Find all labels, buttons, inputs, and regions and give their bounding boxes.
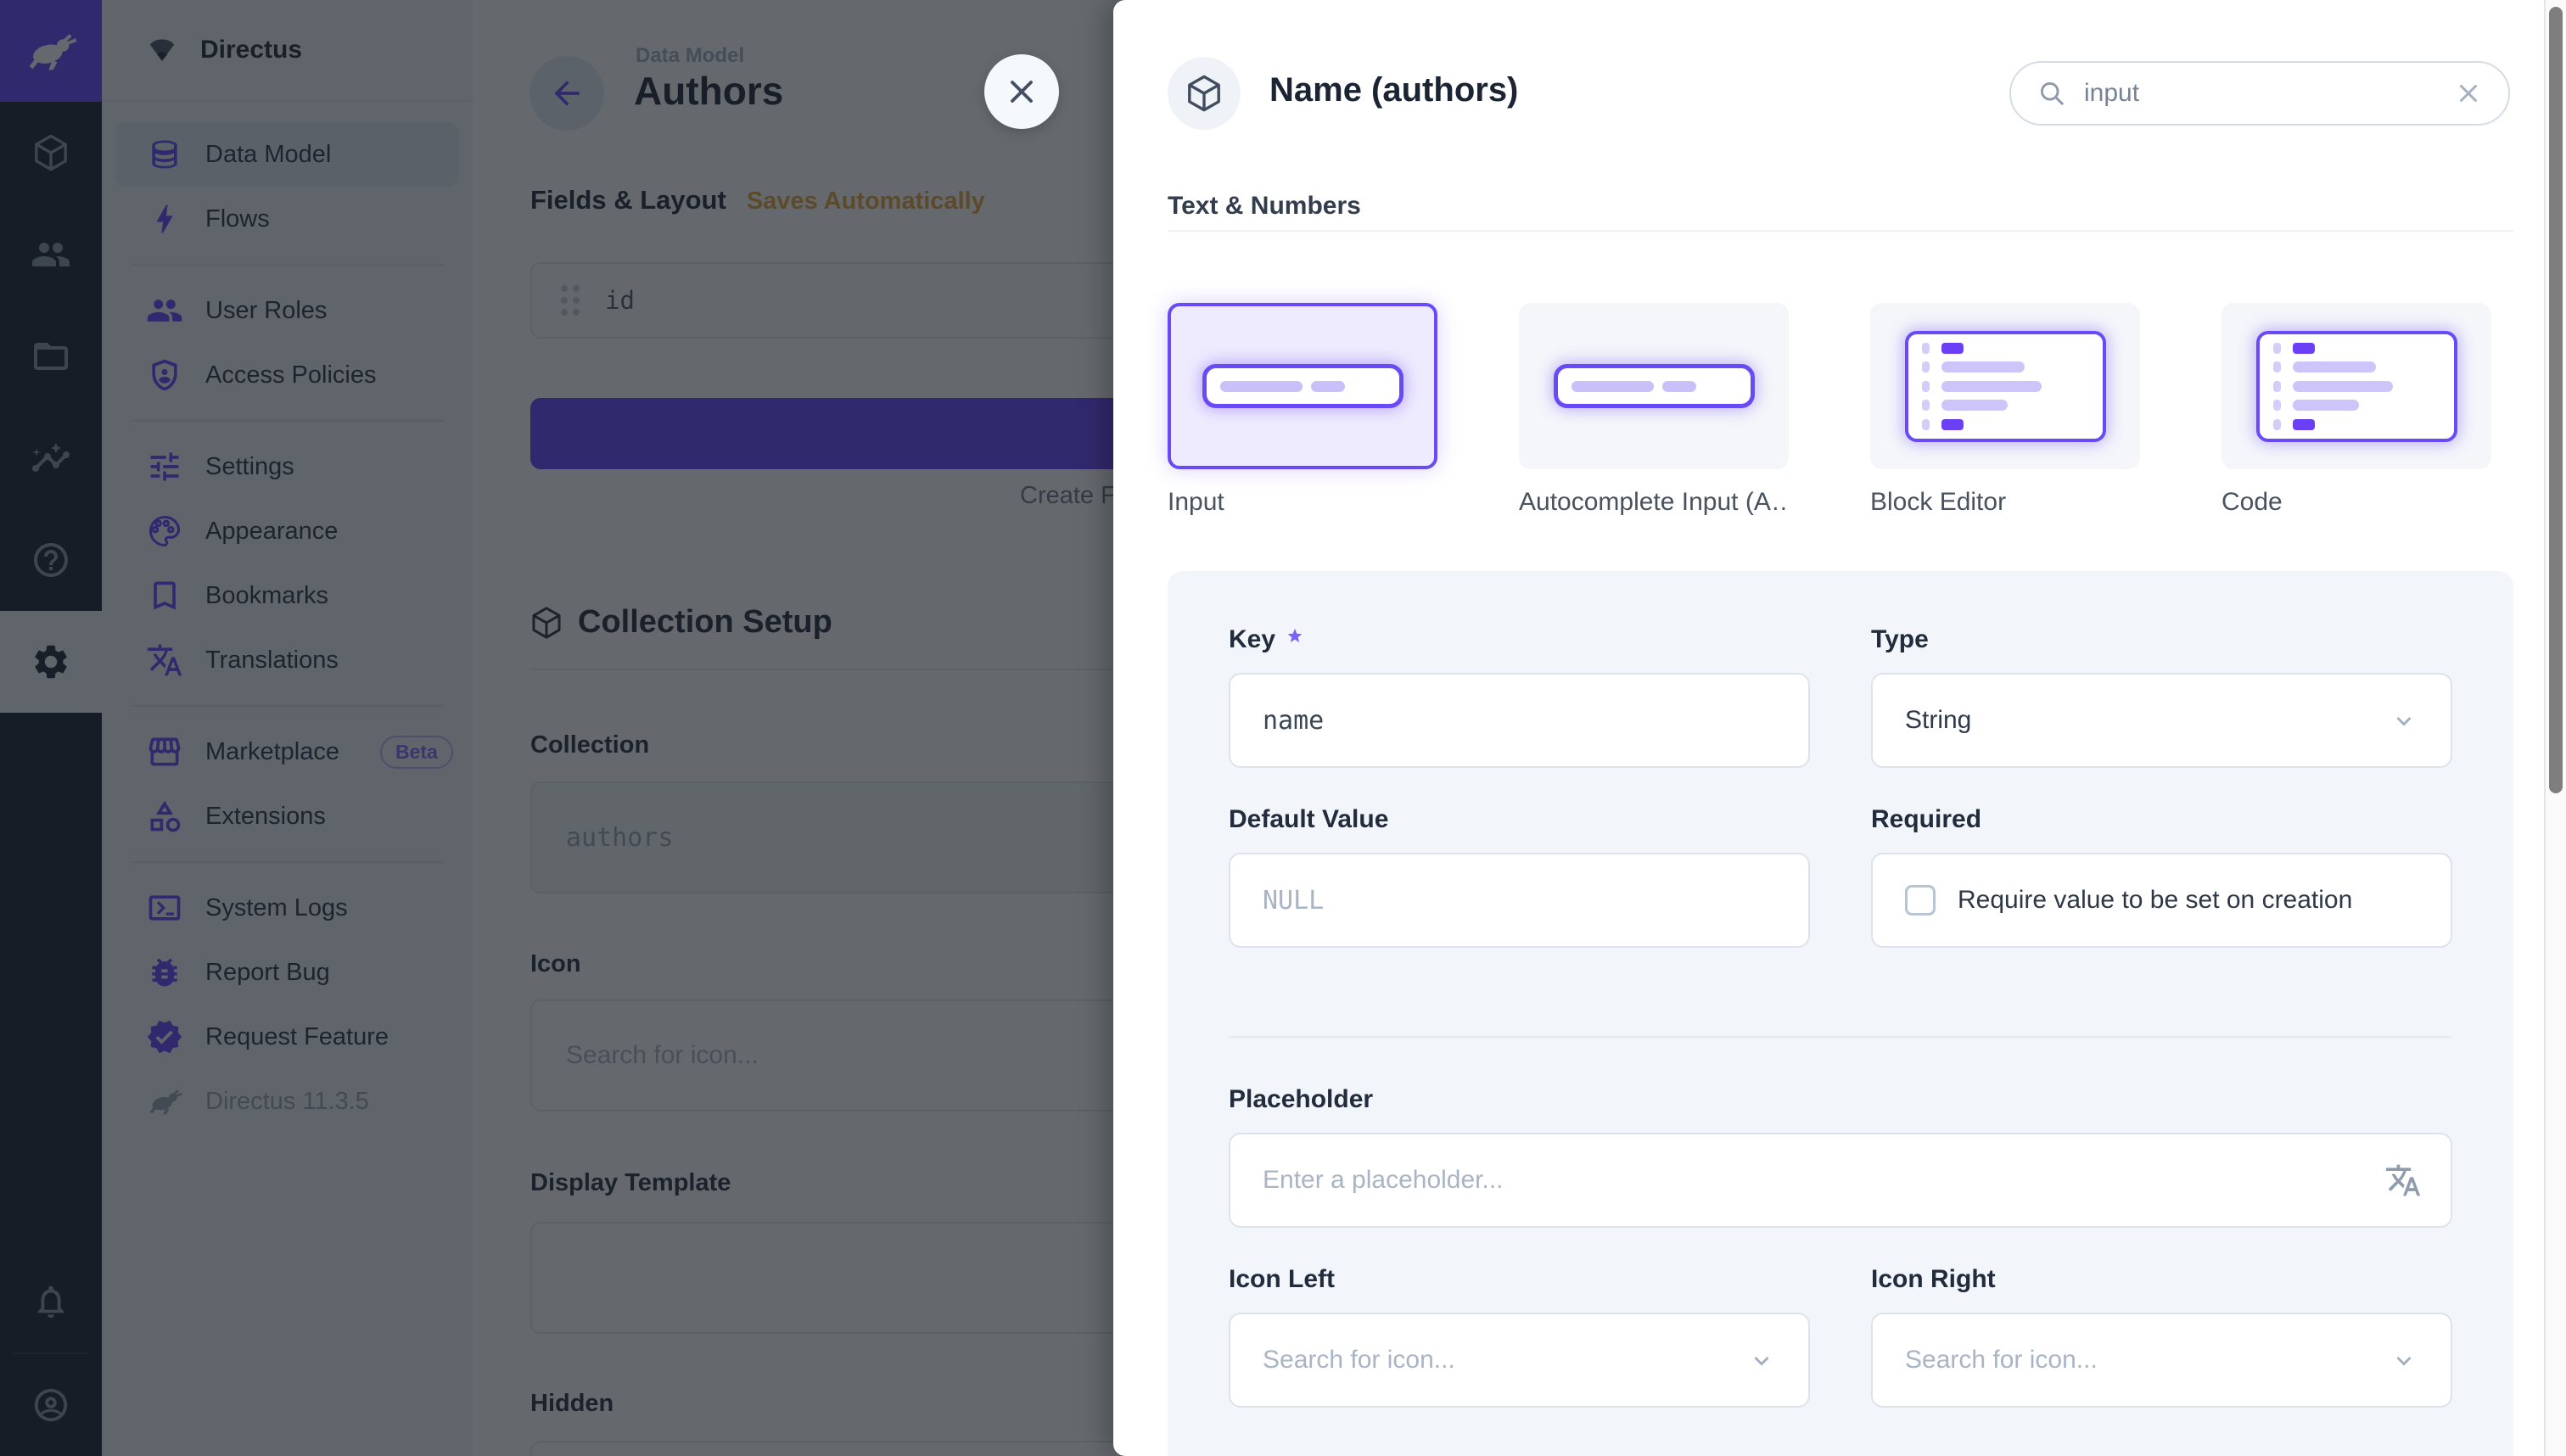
input-interface-graphic: [1553, 364, 1755, 408]
default-value-box[interactable]: [1229, 853, 1810, 948]
key-field-group: Key: [1229, 625, 1810, 768]
type-label: Type: [1871, 625, 1929, 653]
default-value-label: Default Value: [1229, 805, 1389, 833]
drawer-title: Name (authors): [1269, 71, 1519, 109]
chevron-down-icon: [2396, 1357, 2412, 1366]
type-select[interactable]: String: [1871, 673, 2452, 768]
default-value-group: Default Value: [1229, 805, 1810, 948]
icon-right-select[interactable]: Search for icon...: [1871, 1313, 2452, 1408]
section-divider: [1168, 230, 2513, 232]
interface-card-tile[interactable]: [2221, 303, 2491, 469]
placeholder-label: Placeholder: [1229, 1085, 1374, 1113]
required-box[interactable]: Require value to be set on creation: [1871, 853, 2452, 948]
icon-right-label: Icon Right: [1871, 1265, 1996, 1293]
key-label: Key: [1229, 625, 1276, 653]
required-checkbox-label: Require value to be set on creation: [1958, 886, 2353, 914]
input-interface-graphic: [1202, 364, 1403, 408]
icon-right-placeholder: Search for icon...: [1905, 1346, 2098, 1374]
interface-card-label: Block Editor: [1870, 488, 2007, 516]
interface-card-label: Code: [2221, 488, 2283, 516]
interface-card-block-editor[interactable]: Block Editor: [1870, 303, 2140, 517]
icon-left-select[interactable]: Search for icon...: [1229, 1313, 1810, 1408]
placeholder-group: Placeholder: [1229, 1085, 2452, 1228]
required-group: Required Require value to be set on crea…: [1871, 805, 2452, 948]
field-options-form: Key Type String D: [1168, 571, 2513, 1456]
scrollbar[interactable]: [2544, 0, 2566, 1456]
icon-right-group: Icon Right Search for icon...: [1871, 1265, 2452, 1408]
clear-icon[interactable]: [2454, 79, 2483, 108]
interface-card-code[interactable]: Code: [2221, 303, 2491, 517]
placeholder-box[interactable]: [1229, 1133, 2452, 1228]
interface-search[interactable]: [2009, 61, 2510, 126]
required-star-icon: [1287, 628, 1303, 643]
search-input[interactable]: [2084, 79, 2437, 108]
required-label: Required: [1871, 805, 1982, 833]
required-checkbox[interactable]: [1905, 885, 1936, 916]
field-config-drawer: Name (authors) Text & Numbers Input Auto…: [1113, 0, 2566, 1456]
close-icon: [1011, 81, 1033, 103]
default-value-input[interactable]: [1263, 885, 1776, 916]
drawer-close-button[interactable]: [984, 54, 1059, 129]
chevron-down-icon: [2396, 717, 2412, 726]
interface-card-tile[interactable]: [1168, 303, 1437, 469]
editor-interface-graphic: [2255, 330, 2457, 442]
drawer-title-badge: [1168, 57, 1241, 130]
interface-card-autocomplete[interactable]: Autocomplete Input (A…: [1519, 303, 1789, 517]
key-label-row: Key: [1229, 625, 1810, 658]
icon-left-placeholder: Search for icon...: [1263, 1346, 1455, 1374]
type-value: String: [1905, 706, 1972, 734]
icon-left-label: Icon Left: [1229, 1265, 1335, 1293]
interface-group-heading: Text & Numbers: [1168, 192, 1361, 220]
editor-interface-graphic: [1904, 330, 2106, 442]
box-icon: [1188, 75, 1220, 112]
search-icon: [2041, 82, 2064, 105]
interface-card-input[interactable]: Input: [1168, 303, 1437, 517]
scrollbar-thumb[interactable]: [2549, 7, 2563, 793]
type-field-group: Type String: [1871, 625, 2452, 768]
interface-cards: Input Autocomplete Input (A… Block Edito…: [1168, 303, 2491, 517]
key-input-box[interactable]: [1229, 673, 1810, 768]
interface-card-label: Input: [1168, 488, 1224, 516]
form-divider: [1229, 1036, 2452, 1038]
chevron-down-icon: [1754, 1357, 1769, 1366]
icon-left-group: Icon Left Search for icon...: [1229, 1265, 1810, 1408]
interface-card-label: Autocomplete Input (A…: [1519, 488, 1789, 516]
interface-card-tile[interactable]: [1519, 303, 1789, 469]
translate-icon[interactable]: [2384, 1162, 2422, 1199]
interface-card-tile[interactable]: [1870, 303, 2140, 469]
key-input[interactable]: [1263, 705, 1776, 736]
placeholder-input[interactable]: [1263, 1166, 2418, 1195]
